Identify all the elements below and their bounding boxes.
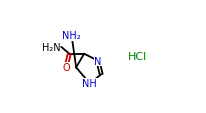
Text: H₂N: H₂N: [42, 42, 60, 52]
Text: HCl: HCl: [128, 52, 147, 61]
Text: NH₂: NH₂: [62, 31, 81, 41]
Text: NH: NH: [82, 79, 97, 89]
Text: N: N: [94, 56, 101, 66]
Text: O: O: [62, 63, 69, 73]
